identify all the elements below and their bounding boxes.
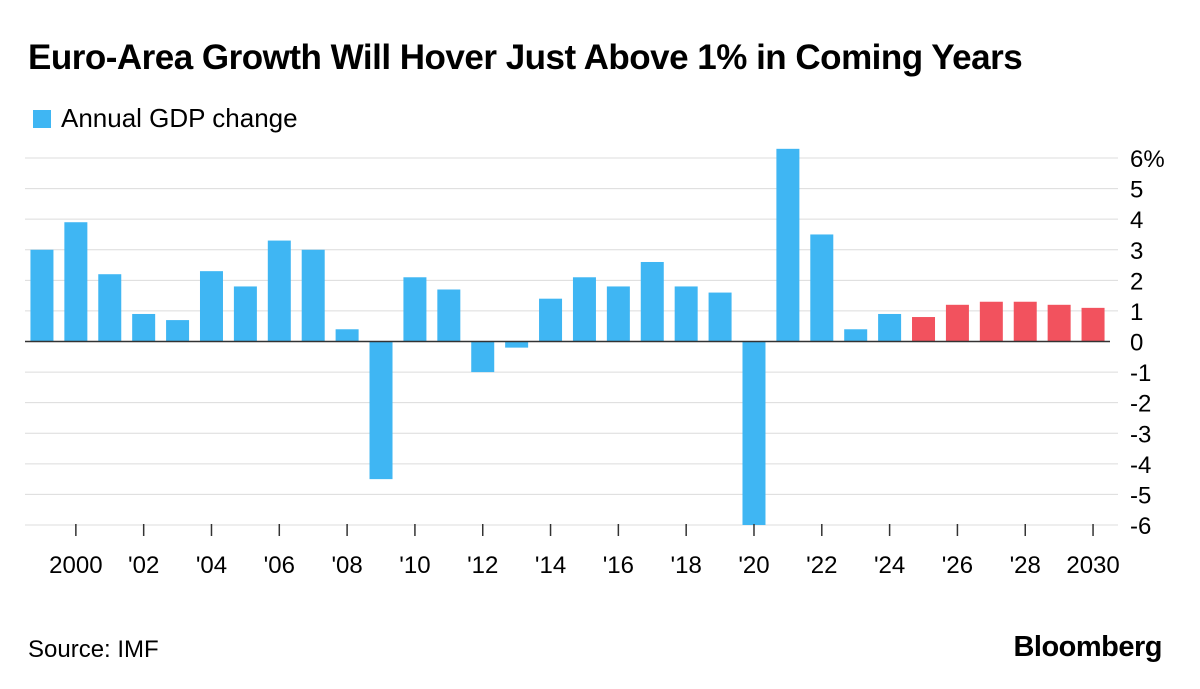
bloomberg-logo: Bloomberg <box>1013 631 1162 663</box>
x-tick-label: 2030 <box>1066 552 1119 579</box>
bar-2018 <box>674 286 698 342</box>
legend-label: Annual GDP change <box>61 103 298 133</box>
bar-2016 <box>606 286 630 342</box>
x-tick-label: '28 <box>1010 552 1041 579</box>
x-tick-label: '04 <box>196 552 227 579</box>
x-tick-label: '06 <box>264 552 295 579</box>
legend-swatch <box>33 109 51 128</box>
y-tick-label: -4 <box>1130 452 1151 479</box>
y-tick-label: 1 <box>1130 299 1143 326</box>
y-tick-label: -5 <box>1130 482 1151 509</box>
bar-2015 <box>572 277 596 342</box>
bar-2009 <box>369 341 393 480</box>
bar-2022 <box>810 234 834 342</box>
bar-2023 <box>844 329 868 342</box>
bar-2010 <box>403 277 427 342</box>
bar-2024 <box>878 313 902 342</box>
x-tick-label: '22 <box>806 552 837 579</box>
bar-2011 <box>437 289 461 342</box>
y-tick-label: -2 <box>1130 391 1151 418</box>
y-tick-label: 5 <box>1130 177 1143 204</box>
bar-2019 <box>708 292 732 342</box>
bar-2013 <box>505 341 529 348</box>
bar-2001 <box>98 274 122 342</box>
bar-2029 <box>1047 304 1071 342</box>
bar-2017 <box>640 261 664 342</box>
bar-2021 <box>776 148 800 342</box>
bar-2020 <box>742 341 766 525</box>
x-tick-label: '14 <box>535 552 566 579</box>
x-tick-label: '16 <box>603 552 634 579</box>
bar-2025 <box>912 317 936 342</box>
x-tick-label: '02 <box>128 552 159 579</box>
x-tick-label: '18 <box>671 552 702 579</box>
y-tick-label: 0 <box>1130 330 1143 357</box>
x-tick-label: '24 <box>874 552 905 579</box>
y-tick-label: -3 <box>1130 421 1151 448</box>
x-tick-label: 2000 <box>49 552 102 579</box>
x-tick-label: '10 <box>399 552 430 579</box>
bar-2003 <box>166 320 190 342</box>
bar-2012 <box>471 341 495 373</box>
bar-2030 <box>1081 307 1105 342</box>
x-tick-label: '08 <box>331 552 362 579</box>
y-tick-label: 4 <box>1130 207 1143 234</box>
bar-2002 <box>132 313 156 342</box>
bar-2007 <box>301 249 325 342</box>
bar-1999 <box>30 249 54 342</box>
source-note: Source: IMF <box>28 636 159 663</box>
bar-2000 <box>64 222 88 342</box>
y-tick-label: -6 <box>1130 513 1151 540</box>
bars <box>30 148 1105 525</box>
bar-2014 <box>539 298 563 342</box>
y-tick-label: 2 <box>1130 268 1143 295</box>
bar-2026 <box>945 304 969 342</box>
bar-2006 <box>267 240 291 342</box>
bar-2028 <box>1013 301 1037 342</box>
y-tick-label: 6% <box>1130 146 1165 173</box>
x-tick-label: '20 <box>738 552 769 579</box>
bar-2027 <box>979 301 1003 342</box>
x-tick-label: '26 <box>942 552 973 579</box>
bar-2004 <box>199 271 223 342</box>
bar-2008 <box>335 329 359 342</box>
chart-legend: Annual GDP change <box>33 103 298 134</box>
bar-2005 <box>233 286 257 342</box>
chart-title: Euro-Area Growth Will Hover Just Above 1… <box>28 38 1023 77</box>
axes: 6% 5 4 3 2 1 0 -1 -2 -3 -4 -5 -6 2000 '02 '04 '06 '08 '10 '… <box>25 146 1165 579</box>
x-tick-label: '12 <box>467 552 498 579</box>
y-tick-label: 3 <box>1130 238 1143 265</box>
y-tick-label: -1 <box>1130 360 1151 387</box>
